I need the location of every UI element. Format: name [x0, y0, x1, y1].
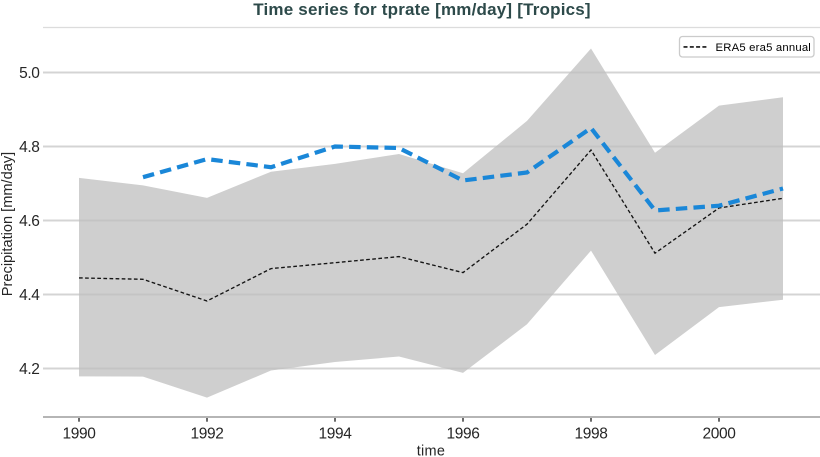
svg-text:2000: 2000 [703, 425, 737, 442]
svg-text:1998: 1998 [575, 425, 608, 442]
svg-text:1996: 1996 [447, 425, 480, 442]
svg-text:5.0: 5.0 [19, 65, 40, 82]
svg-text:4.2: 4.2 [19, 361, 39, 378]
svg-text:4.6: 4.6 [19, 213, 39, 230]
svg-text:4.4: 4.4 [19, 287, 40, 304]
svg-text:1990: 1990 [63, 425, 97, 442]
svg-text:Time series for tprate [mm/day: Time series for tprate [mm/day] [Tropics… [253, 0, 591, 19]
svg-text:4.8: 4.8 [19, 139, 39, 156]
svg-text:1992: 1992 [191, 425, 224, 442]
svg-text:ERA5 era5 annual: ERA5 era5 annual [716, 42, 812, 54]
svg-text:time: time [417, 444, 446, 457]
svg-text:1994: 1994 [319, 425, 353, 442]
svg-text:Precipitation [mm/day]: Precipitation [mm/day] [0, 152, 16, 296]
